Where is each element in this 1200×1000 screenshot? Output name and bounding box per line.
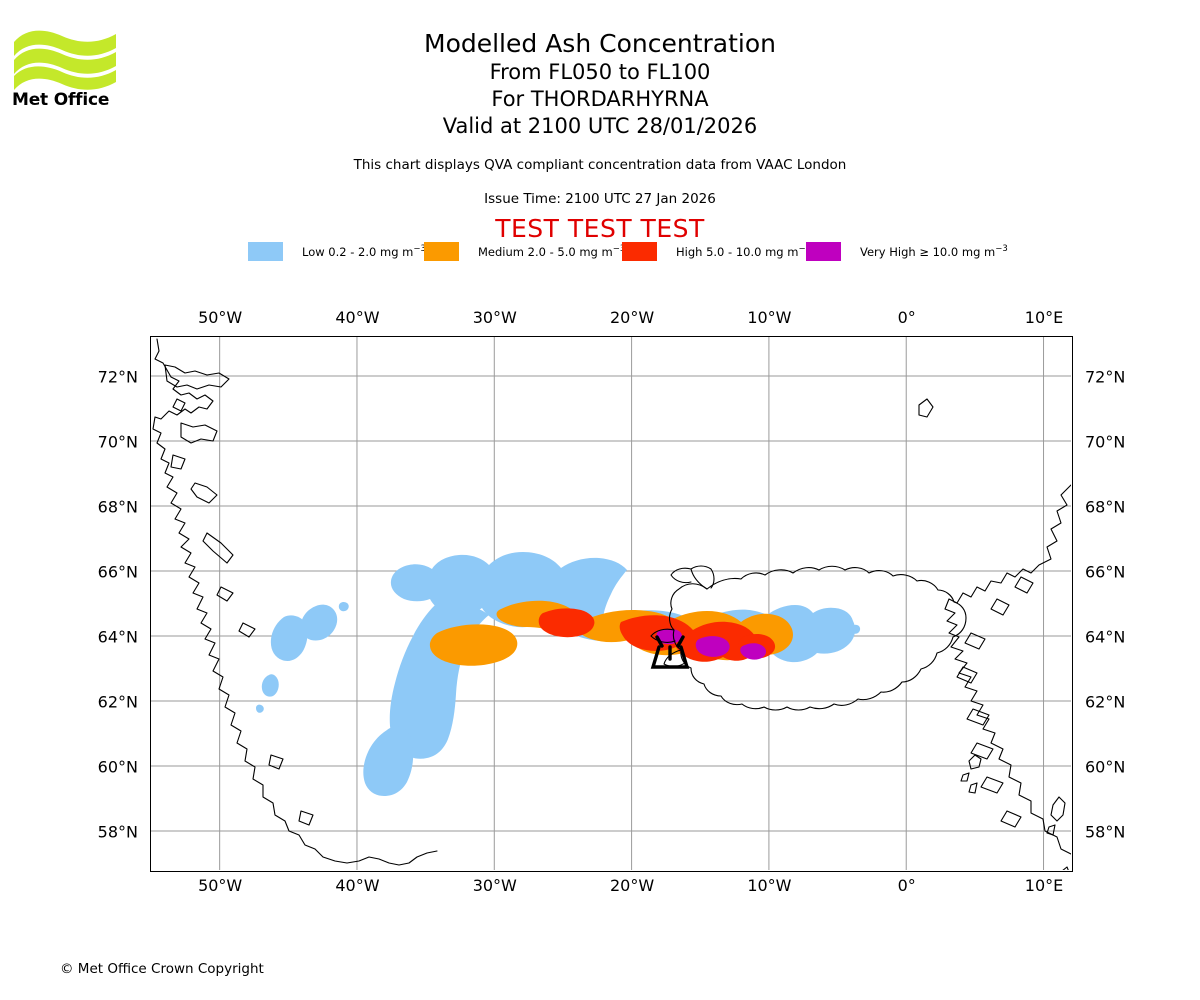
- lofoten-islands: [1014, 576, 1034, 594]
- lon-tick-label-top: 0°: [897, 308, 916, 327]
- lat-tick-label-left: 70°N: [97, 432, 138, 451]
- lon-tick-label-top: 30°W: [472, 308, 517, 327]
- lon-tick-label-bottom: 30°W: [472, 876, 517, 895]
- chart-subtitle: This chart displays QVA compliant concen…: [353, 157, 847, 173]
- lon-tick-label-top: 40°W: [335, 308, 380, 327]
- lon-tick-label-bottom: 10°W: [747, 876, 792, 895]
- jan-mayen-island: [918, 398, 934, 418]
- lon-tick-label-bottom: 50°W: [198, 876, 243, 895]
- lon-tick-label-bottom: 40°W: [335, 876, 380, 895]
- lon-tick-label-top: 10°E: [1024, 308, 1064, 327]
- south-norway-coast: [1062, 866, 1069, 870]
- greenland-island-b: [190, 482, 218, 504]
- greenland-fjord-mid: [180, 422, 218, 444]
- legend-label-very-high: Very High ≥ 10.0 mg m−3: [860, 243, 1008, 259]
- lat-tick-label-left: 64°N: [97, 627, 138, 646]
- lon-tick-label-top: 50°W: [198, 308, 243, 327]
- ash-contour-very-high: [656, 628, 767, 660]
- faroe-islands: [968, 754, 982, 770]
- met-office-logo: [12, 26, 120, 110]
- coastlines: [152, 338, 1071, 870]
- map-gridlines: [151, 337, 1071, 870]
- lat-tick-label-left: 60°N: [97, 757, 138, 776]
- legend-swatch-very-high: [806, 241, 841, 261]
- iceland-west-bay: [650, 628, 676, 643]
- greenland-island-c: [202, 532, 234, 564]
- norway-islet-f: [980, 776, 1004, 794]
- iceland-coastline: [669, 565, 967, 711]
- lat-tick-label-right: 72°N: [1085, 367, 1126, 386]
- chart-title-block: Modelled Ash Concentration From FL050 to…: [0, 28, 1200, 140]
- lat-tick-label-right: 62°N: [1085, 692, 1126, 711]
- norway-islet-e: [970, 742, 994, 760]
- met-office-waves-icon: [14, 30, 116, 90]
- lat-tick-label-left: 58°N: [97, 822, 138, 841]
- lon-tick-label-top: 10°W: [747, 308, 792, 327]
- lat-tick-label-left: 62°N: [97, 692, 138, 711]
- norway-coastline: [944, 484, 1071, 855]
- test-banner: TEST TEST TEST: [495, 214, 705, 243]
- greenland-islet-b: [216, 586, 234, 602]
- lon-tick-label-bottom: 10°E: [1024, 876, 1064, 895]
- lat-tick-label-left: 68°N: [97, 497, 138, 516]
- ash-contour-low: [256, 552, 861, 796]
- legend-swatch-medium: [424, 241, 459, 261]
- iceland-westfjords: [690, 565, 715, 590]
- norway-islet-a: [990, 598, 1010, 616]
- concentration-legend: Low 0.2 - 2.0 mg m−3 Medium 2.0 - 5.0 mg…: [248, 240, 1008, 262]
- legend-swatch-low: [248, 241, 283, 261]
- greenland-coastline: [152, 338, 438, 866]
- norway-islet-b: [964, 632, 986, 650]
- ash-plume-layer: [256, 552, 861, 796]
- title-valid-time: Valid at 2100 UTC 28/01/2026: [442, 114, 758, 138]
- greenland-fjord-north: [164, 364, 230, 390]
- lat-tick-label-right: 68°N: [1085, 497, 1126, 516]
- lat-tick-label-left: 72°N: [97, 367, 138, 386]
- lat-tick-label-right: 70°N: [1085, 432, 1126, 451]
- lat-tick-label-right: 60°N: [1085, 757, 1126, 776]
- lat-tick-label-right: 58°N: [1085, 822, 1126, 841]
- met-office-wordmark: Met Office: [12, 90, 110, 110]
- shetland-islands: [1050, 796, 1066, 822]
- legend-item-medium: Medium 2.0 - 5.0 mg m−3: [424, 240, 625, 262]
- legend-item-very-high: Very High ≥ 10.0 mg m−3: [806, 240, 1008, 262]
- legend-item-high: High 5.0 - 10.0 mg m−3: [622, 240, 811, 262]
- legend-label-low: Low 0.2 - 2.0 mg m−3: [302, 243, 426, 259]
- legend-label-medium: Medium 2.0 - 5.0 mg m−3: [478, 243, 626, 259]
- copyright-notice: © Met Office Crown Copyright: [60, 961, 264, 977]
- faroe-islet-2: [968, 782, 978, 794]
- norway-islet-c: [956, 666, 978, 684]
- page-title: Modelled Ash Concentration: [424, 29, 776, 58]
- iceland-snaefellsnes: [663, 649, 687, 667]
- lon-tick-label-bottom: 20°W: [610, 876, 655, 895]
- legend-swatch-high: [622, 241, 657, 261]
- greenland-islet-a: [172, 398, 186, 412]
- legend-label-high: High 5.0 - 10.0 mg m−3: [676, 243, 811, 259]
- lon-tick-label-top: 20°W: [610, 308, 655, 327]
- volcano-symbol-icon: [650, 635, 690, 669]
- iceland-westfjord-arm: [670, 567, 692, 584]
- title-volcano: For THORDARHYRNA: [491, 87, 709, 111]
- greenland-islet-e: [298, 810, 314, 826]
- lat-tick-label-right: 64°N: [1085, 627, 1126, 646]
- map-canvas: [151, 337, 1071, 870]
- norway-islet-g: [1000, 810, 1022, 828]
- greenland-island-a: [170, 454, 186, 470]
- greenland-islet-c: [238, 622, 256, 638]
- greenland-islet-d: [268, 754, 284, 770]
- norway-islet-d: [966, 708, 990, 726]
- lat-tick-label-left: 66°N: [97, 562, 138, 581]
- ash-concentration-map[interactable]: [150, 336, 1073, 872]
- lat-tick-label-right: 66°N: [1085, 562, 1126, 581]
- issue-time: Issue Time: 2100 UTC 27 Jan 2026: [484, 191, 716, 207]
- title-flight-levels: From FL050 to FL100: [489, 60, 711, 84]
- faroe-islet: [960, 772, 970, 782]
- lon-tick-label-bottom: 0°: [897, 876, 916, 895]
- legend-item-low: Low 0.2 - 2.0 mg m−3: [248, 240, 426, 262]
